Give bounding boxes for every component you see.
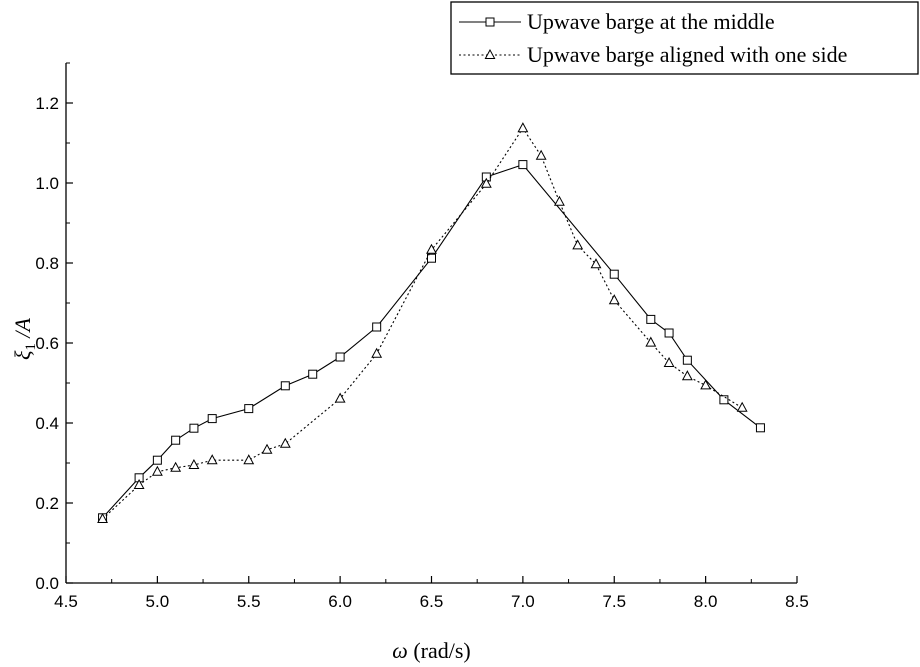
y-axis-subscript: 1 (23, 343, 39, 351)
series-line (102, 127, 743, 520)
data-point (480, 177, 492, 188)
y-axis-suffix: /A (10, 317, 35, 343)
data-point (664, 328, 674, 338)
data-point (279, 437, 291, 448)
series-line (102, 163, 761, 519)
data-point (371, 347, 383, 358)
x-tick-label: 5.0 (146, 592, 170, 611)
data-point (335, 352, 345, 362)
data-point (553, 195, 565, 206)
data-point (170, 461, 182, 472)
y-tick-label: 0.8 (35, 254, 59, 273)
data-point (682, 355, 692, 365)
data-point (243, 454, 255, 465)
x-tick-label: 8.0 (694, 592, 718, 611)
y-tick-label: 0.2 (35, 494, 59, 513)
x-axis-unit: (rad/s) (408, 638, 471, 663)
data-point (261, 443, 273, 454)
y-tick-label: 0.4 (35, 414, 59, 433)
y-axis-title: ξ1 /A (10, 317, 39, 360)
data-point (700, 379, 712, 390)
x-tick-label: 4.5 (54, 592, 78, 611)
y-tick-label: 1.2 (35, 94, 59, 113)
data-point (517, 122, 529, 133)
y-axis-symbol: ξ (10, 350, 35, 360)
data-point (334, 392, 346, 403)
data-point (206, 454, 218, 465)
data-point (681, 370, 693, 381)
data-point (535, 149, 547, 160)
legend-marker-1 (485, 17, 495, 27)
plot-area (97, 122, 765, 523)
data-point (572, 239, 584, 250)
series-1 (98, 160, 765, 523)
data-point (151, 465, 163, 476)
x-tick-label: 6.0 (328, 592, 352, 611)
data-point (308, 369, 318, 379)
x-tick-label: 6.5 (420, 592, 444, 611)
data-point (518, 160, 528, 170)
data-point (608, 294, 620, 305)
x-tick-label: 7.5 (602, 592, 626, 611)
y-tick-label: 1.0 (35, 174, 59, 193)
data-point (133, 478, 145, 489)
legend-marker-2 (484, 48, 496, 59)
legend-box (450, 1, 919, 75)
data-point (372, 322, 382, 332)
data-point (152, 455, 162, 465)
legend-label-2: Upwave barge aligned with one side (527, 42, 847, 67)
data-point (755, 423, 765, 433)
data-point (609, 269, 619, 279)
legend-label-1: Upwave barge at the middle (527, 9, 775, 34)
series-2 (97, 122, 748, 523)
data-point (663, 356, 675, 367)
data-point (188, 458, 200, 469)
y-tick-label: 0.0 (35, 574, 59, 593)
y-tick-label: 0.6 (35, 334, 59, 353)
data-point (244, 404, 254, 414)
data-point (646, 314, 656, 324)
data-point (280, 381, 290, 391)
data-point (590, 258, 602, 269)
data-point (207, 414, 217, 424)
data-point (645, 336, 657, 347)
data-point (736, 401, 748, 412)
x-axis-title: ω (rad/s) (392, 638, 470, 663)
legend: Upwave barge at the middle Upwave barge a… (450, 1, 919, 75)
x-tick-label: 7.0 (511, 592, 535, 611)
data-point (426, 243, 437, 254)
axes: 4.5 5.0 5.5 6.0 6.5 7.0 7.5 8.0 8.5 0.0 0.2 0.4 0.6 0… (10, 62, 809, 663)
data-point (189, 423, 199, 433)
x-tick-label: 8.5 (785, 592, 809, 611)
data-point (97, 512, 108, 523)
data-point (719, 395, 729, 405)
x-axis-symbol: ω (392, 638, 408, 663)
x-tick-label: 5.5 (237, 592, 261, 611)
data-point (171, 435, 181, 445)
